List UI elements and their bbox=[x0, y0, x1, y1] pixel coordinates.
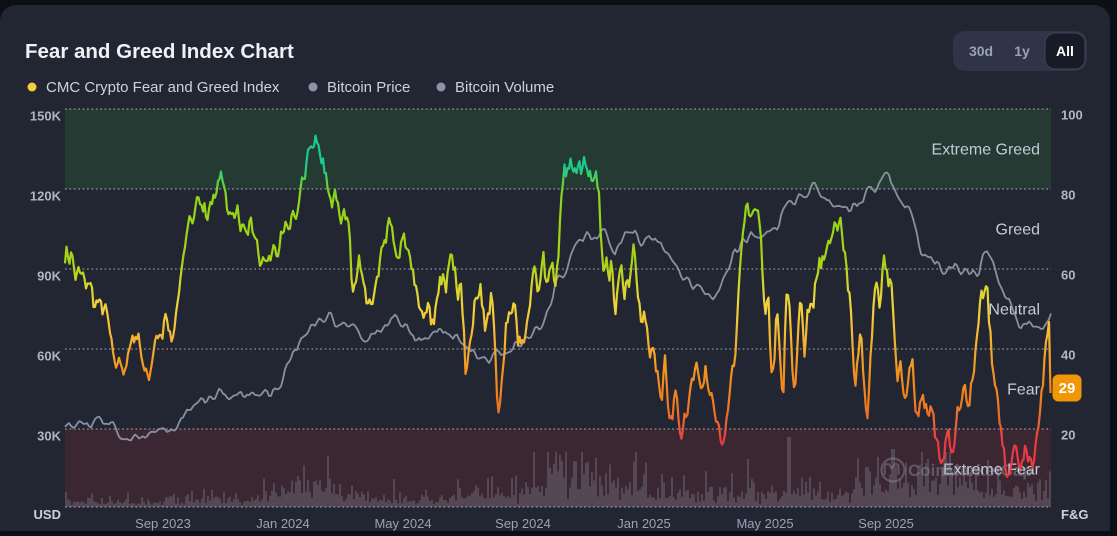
svg-text:May 2025: May 2025 bbox=[736, 516, 793, 531]
svg-text:1y: 1y bbox=[1014, 43, 1030, 59]
svg-text:Fear: Fear bbox=[1007, 382, 1041, 399]
svg-text:90K: 90K bbox=[37, 269, 61, 284]
svg-text:Fear and Greed Index Chart: Fear and Greed Index Chart bbox=[25, 40, 294, 63]
svg-text:Neutral: Neutral bbox=[988, 302, 1040, 319]
svg-text:F&G: F&G bbox=[1061, 507, 1088, 522]
svg-text:30d: 30d bbox=[969, 43, 993, 59]
svg-text:150K: 150K bbox=[30, 109, 62, 124]
svg-text:CMC Crypto Fear and Greed Inde: CMC Crypto Fear and Greed Index bbox=[46, 79, 280, 96]
svg-text:May 2024: May 2024 bbox=[374, 516, 431, 531]
svg-text:USD: USD bbox=[34, 507, 61, 522]
svg-text:40: 40 bbox=[1061, 348, 1075, 363]
svg-text:Extreme Greed: Extreme Greed bbox=[932, 142, 1040, 159]
svg-text:Sep 2024: Sep 2024 bbox=[495, 516, 551, 531]
svg-text:60: 60 bbox=[1061, 268, 1075, 283]
svg-text:80: 80 bbox=[1061, 188, 1075, 203]
svg-text:Sep 2023: Sep 2023 bbox=[135, 516, 191, 531]
svg-text:30K: 30K bbox=[37, 429, 61, 444]
svg-text:60K: 60K bbox=[37, 349, 61, 364]
svg-text:Jan 2024: Jan 2024 bbox=[256, 516, 310, 531]
svg-text:Extreme Fear: Extreme Fear bbox=[943, 462, 1041, 479]
svg-text:100: 100 bbox=[1061, 108, 1083, 123]
svg-text:CoinMarketCap: CoinMarketCap bbox=[908, 461, 1033, 480]
svg-text:20: 20 bbox=[1061, 428, 1075, 443]
svg-text:120K: 120K bbox=[30, 189, 62, 204]
svg-text:Jan 2025: Jan 2025 bbox=[617, 516, 671, 531]
svg-text:Bitcoin Price: Bitcoin Price bbox=[327, 79, 410, 96]
svg-text:Bitcoin Volume: Bitcoin Volume bbox=[455, 79, 554, 96]
svg-text:29: 29 bbox=[1059, 380, 1076, 397]
svg-text:Greed: Greed bbox=[996, 222, 1040, 239]
svg-text:All: All bbox=[1056, 43, 1074, 59]
svg-text:Sep 2025: Sep 2025 bbox=[858, 516, 914, 531]
